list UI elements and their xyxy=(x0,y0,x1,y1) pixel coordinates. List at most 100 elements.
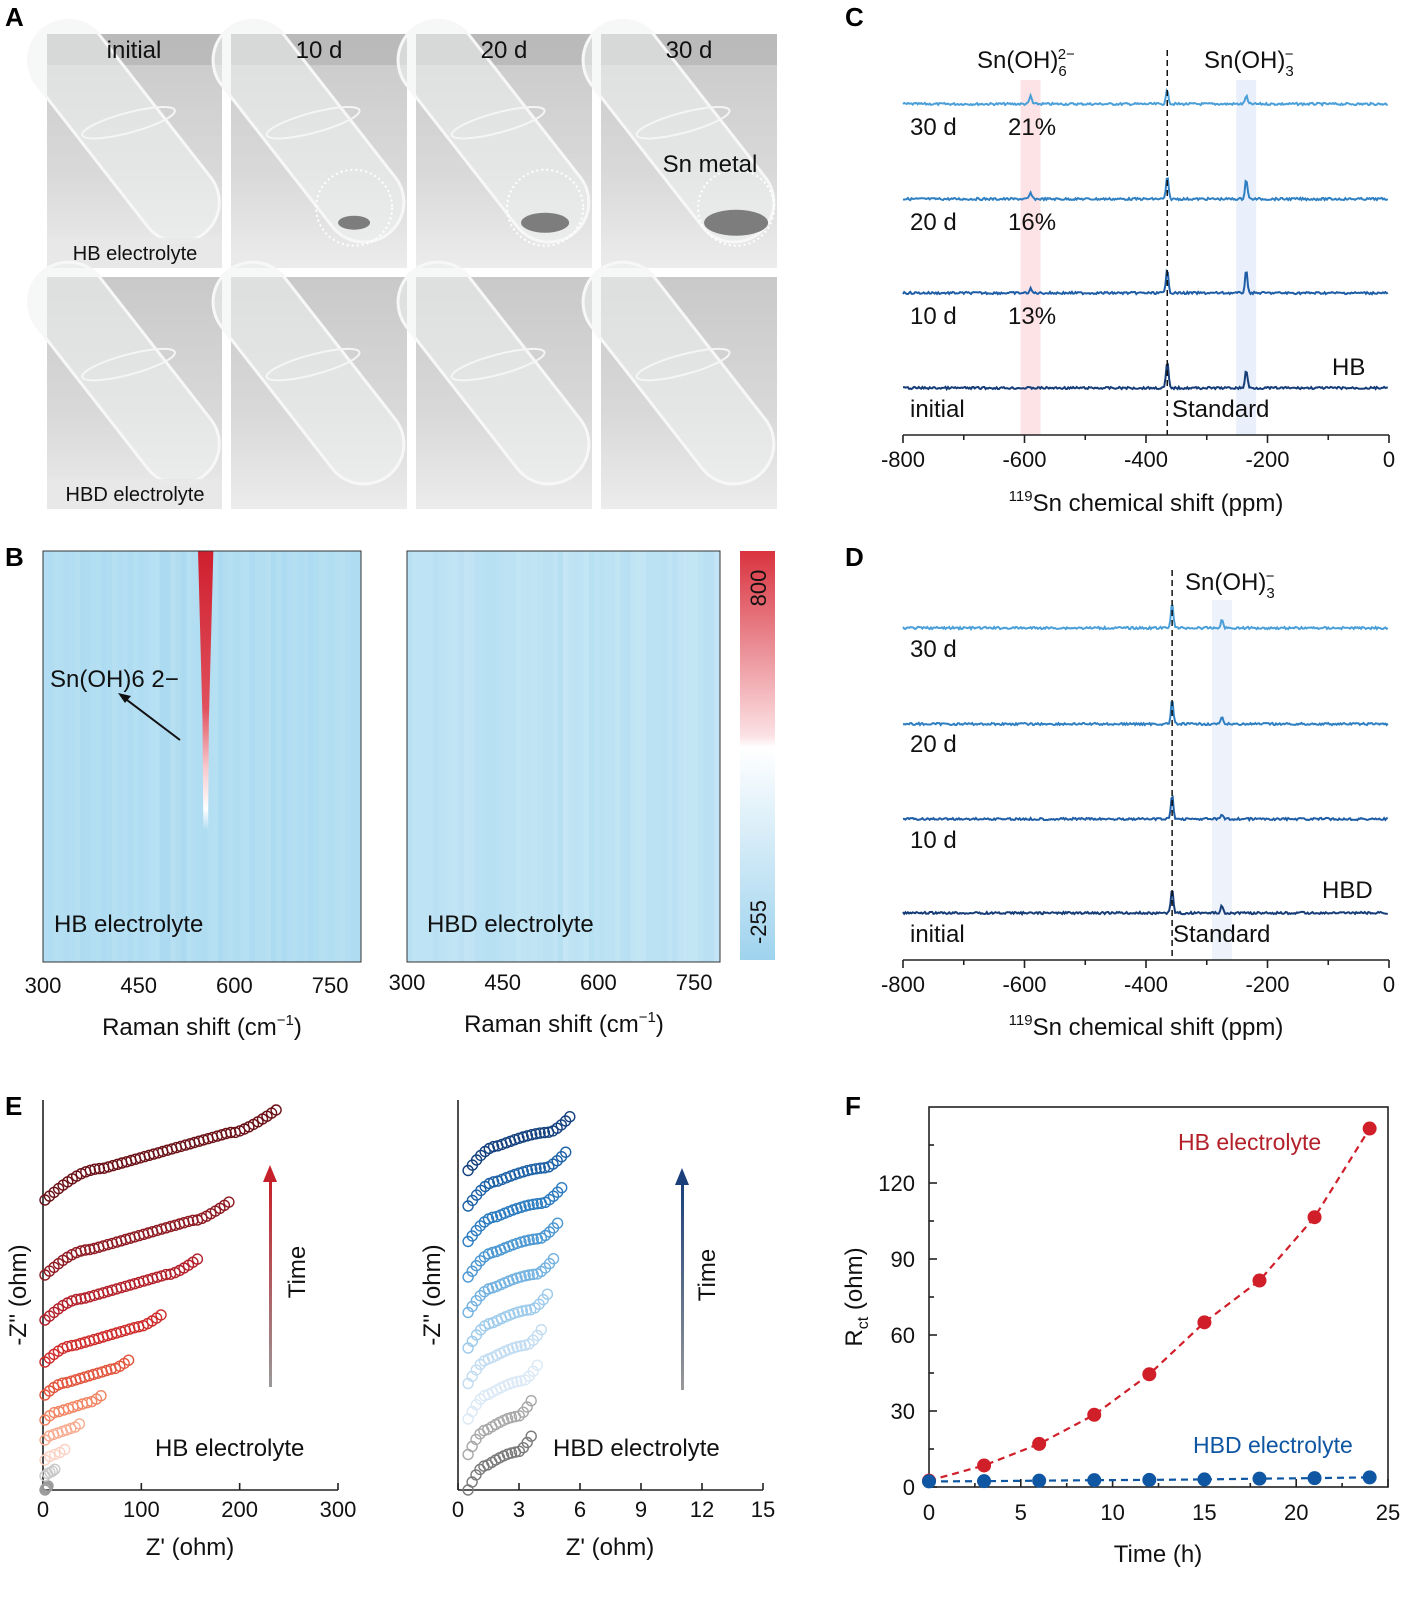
data-point xyxy=(515,1340,527,1352)
heatmap-column xyxy=(260,551,266,962)
trace-label-10d-d: 10 d xyxy=(910,827,957,854)
heatmap-column xyxy=(164,551,171,962)
data-point xyxy=(73,1418,86,1430)
impedance-curve xyxy=(462,1252,560,1319)
x-tick-label: 300 xyxy=(320,1497,357,1522)
heatmap-column xyxy=(133,551,139,962)
sn-metal-deposit xyxy=(338,215,371,230)
data-point xyxy=(525,1394,537,1407)
heatmap-hb-frame xyxy=(42,550,362,963)
x-tick-label: 5 xyxy=(1015,1500,1027,1525)
legend-hbd: HBD electrolyte xyxy=(1193,1432,1353,1458)
x-tick-label: 20 xyxy=(1284,1500,1308,1525)
heatmap-column xyxy=(350,551,356,962)
heatmap-column xyxy=(661,551,667,962)
impedance-curve xyxy=(39,1253,204,1326)
x-tick-label: -800 xyxy=(881,972,925,997)
data-point xyxy=(1197,1315,1212,1330)
x-tick-label: 0 xyxy=(37,1497,49,1522)
highlight-circle xyxy=(506,168,585,247)
peak-label-snoh3: Sn(OH)3− xyxy=(1204,46,1294,80)
data-point xyxy=(513,1410,525,1422)
heatmap-column xyxy=(43,551,49,962)
data-point xyxy=(516,1305,529,1317)
data-point xyxy=(1032,1473,1047,1488)
nmr-hb-plot: -800 -600 -400 -200 0 xyxy=(881,50,1395,472)
liquid-meniscus xyxy=(635,105,731,140)
data-point xyxy=(487,1140,500,1153)
data-point xyxy=(526,1163,538,1176)
spectrum-trace xyxy=(903,795,1388,823)
impedance-curve xyxy=(39,1389,107,1426)
data-point xyxy=(49,1463,61,1476)
trace-percent-10d: 13% xyxy=(1008,303,1056,330)
heatmap-column xyxy=(651,551,657,962)
heatmap-column xyxy=(407,551,413,962)
data-point xyxy=(564,1110,576,1123)
x-tick-label: 450 xyxy=(484,970,521,995)
data-point xyxy=(462,1413,474,1425)
nyquist-ylabel-right: -Z'' (ohm) xyxy=(419,1244,446,1345)
heatmap-column xyxy=(526,551,532,962)
data-point xyxy=(40,1482,52,1495)
heatmap-column xyxy=(443,551,449,962)
data-point xyxy=(89,1163,101,1175)
heatmap-column xyxy=(249,551,255,962)
y-tick-label: 90 xyxy=(891,1247,915,1272)
data-point xyxy=(191,1253,204,1265)
data-point xyxy=(462,1271,474,1283)
y-tick-label: 30 xyxy=(891,1399,915,1424)
photo-hb-0 xyxy=(26,18,222,268)
x-tick-label: 450 xyxy=(120,973,157,998)
time-arrow-hb xyxy=(263,1165,277,1387)
heatmap-column xyxy=(69,551,75,962)
data-point xyxy=(486,1246,499,1259)
photo-hb-3 xyxy=(581,18,777,268)
heatmap-column xyxy=(334,551,340,962)
trace-label-initial-d: initial xyxy=(910,921,965,948)
heatmap-column xyxy=(693,551,698,962)
x-tick-label: -600 xyxy=(1002,447,1046,472)
x-tick-label: 300 xyxy=(25,973,62,998)
heatmap-column xyxy=(101,551,107,962)
photo-hbd-3 xyxy=(581,260,777,509)
data-point xyxy=(530,1163,542,1175)
data-point xyxy=(523,1269,535,1281)
x-tick-label: 600 xyxy=(216,973,253,998)
data-point xyxy=(547,1190,560,1202)
liquid-meniscus xyxy=(450,347,546,382)
x-tick-label: -200 xyxy=(1245,447,1289,472)
data-point xyxy=(462,1306,474,1319)
heatmap-column xyxy=(516,551,521,962)
data-point xyxy=(474,1220,486,1232)
raman-xlabel-left: Raman shift (cm−1) xyxy=(102,1012,302,1041)
colorbar xyxy=(740,551,775,960)
highlight-band xyxy=(1236,80,1257,435)
x-tick-label: 6 xyxy=(574,1497,586,1522)
heatmap-column xyxy=(557,551,563,962)
impedance-curve xyxy=(39,1196,235,1281)
colorbar-max-label: 800 xyxy=(746,570,771,607)
heatmap-column xyxy=(244,551,250,962)
heatmap-column xyxy=(521,551,527,962)
heatmap-peak-stripe xyxy=(198,551,214,900)
liquid-meniscus xyxy=(635,347,731,382)
heatmap-column xyxy=(159,551,165,962)
heatmap-column xyxy=(48,551,54,962)
nmr-xlabel-d: 119Sn chemical shift (ppm) xyxy=(1009,1012,1284,1041)
heatmap-hbd-frame xyxy=(406,550,721,963)
impedance-curve xyxy=(39,1418,86,1446)
data-point xyxy=(466,1300,478,1313)
nyquist-ylabel-left: -Z'' (ohm) xyxy=(5,1244,32,1345)
heatmap-column xyxy=(154,551,159,962)
highlight-circle xyxy=(697,168,776,247)
data-point xyxy=(520,1304,533,1316)
data-point xyxy=(182,1215,195,1228)
heatmap-column xyxy=(143,551,149,962)
plot-frame xyxy=(928,1106,1389,1488)
data-point xyxy=(475,1324,487,1336)
impedance-curve xyxy=(39,1463,61,1482)
heatmap-column xyxy=(630,551,636,962)
photo-column-headers: initial 10 d 20 d 30 d xyxy=(107,37,713,64)
heatmap-column xyxy=(302,551,308,962)
